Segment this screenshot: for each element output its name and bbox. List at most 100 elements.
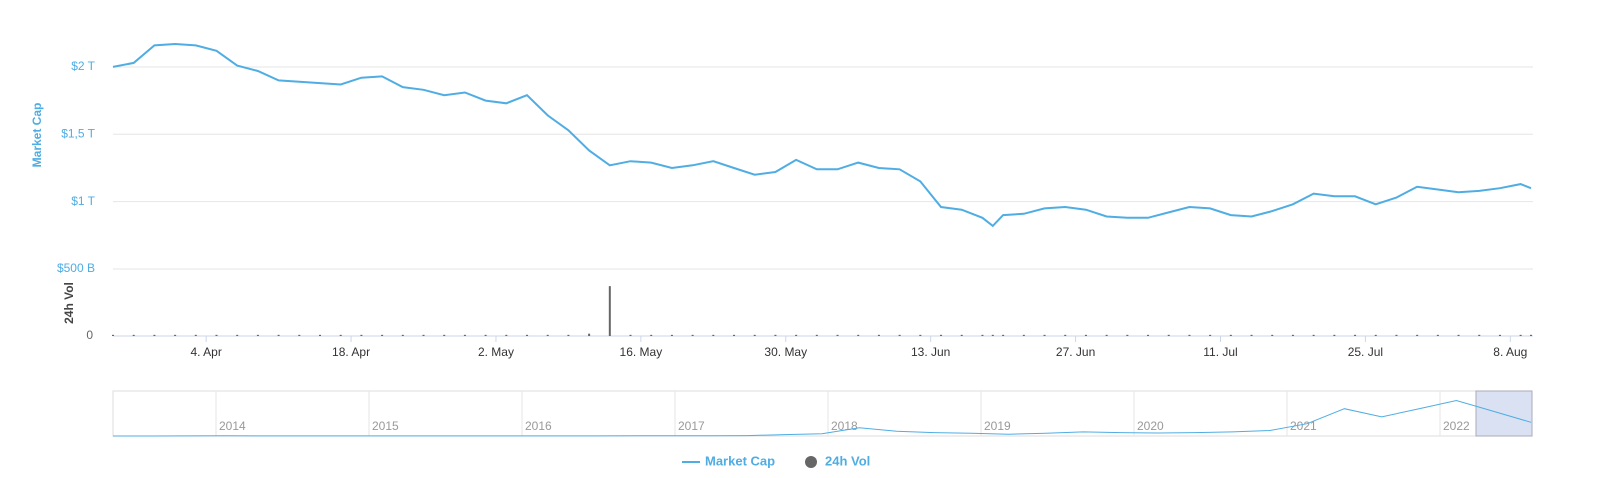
x-tick-label: 25. Jul — [1348, 345, 1383, 359]
volume-bar — [1022, 334, 1025, 336]
volume-bar — [940, 334, 943, 336]
x-tick-label: 13. Jun — [911, 345, 950, 359]
volume-bar — [1002, 334, 1005, 336]
volume-bar — [360, 334, 363, 336]
volume-bar — [298, 334, 301, 336]
volume-bar — [1519, 334, 1522, 336]
y-tick-label: $500 B — [57, 261, 95, 275]
volume-bar — [1291, 334, 1294, 336]
volume-bar — [422, 334, 425, 336]
legend-swatch — [805, 456, 817, 468]
navigator-label: 2020 — [1137, 419, 1164, 433]
volume-bar — [339, 334, 342, 336]
volume-bar — [1105, 334, 1108, 336]
legend-label: 24h Vol — [825, 453, 870, 468]
volume-bar — [629, 334, 632, 336]
volume-bar — [774, 334, 777, 336]
volume-bar — [795, 334, 798, 336]
volume-bar — [991, 334, 994, 336]
volume-bar — [1043, 334, 1046, 336]
x-tick-label: 30. May — [764, 345, 807, 359]
x-tick-label: 8. Aug — [1493, 345, 1527, 359]
navigator-label: 2019 — [984, 419, 1011, 433]
navigator-label: 2017 — [678, 419, 705, 433]
volume-bar — [733, 334, 736, 336]
volume-bar — [691, 334, 694, 336]
volume-bar — [1457, 334, 1460, 336]
x-tick-label: 16. May — [620, 345, 663, 359]
volume-bar — [960, 334, 963, 336]
volume-bar — [236, 334, 239, 336]
volume-bar — [1395, 334, 1398, 336]
volume-bar — [981, 334, 984, 336]
volume-bar — [898, 334, 901, 336]
volume-bar — [1126, 334, 1129, 336]
volume-bar — [712, 334, 715, 336]
volume-bar — [484, 334, 487, 336]
volume-bar — [670, 334, 673, 336]
volume-bar — [1188, 334, 1191, 336]
volume-bar — [1436, 334, 1439, 336]
volume-axis-title: 24h Vol — [62, 282, 76, 324]
y-tick-label: $1,5 T — [61, 126, 95, 140]
volume-bar — [1229, 334, 1232, 336]
volume-bar — [815, 334, 818, 336]
volume-bar — [526, 334, 529, 336]
x-tick-label: 18. Apr — [332, 345, 370, 359]
x-tick-label: 11. Jul — [1203, 345, 1237, 359]
volume-bar — [1167, 334, 1170, 336]
volume-bar — [1416, 334, 1419, 336]
volume-bar — [194, 334, 197, 336]
volume-bar — [877, 334, 880, 336]
volume-bar — [132, 334, 135, 336]
volume-bar — [608, 286, 611, 336]
volume-bar — [215, 334, 218, 336]
navigator-label: 2014 — [219, 419, 246, 433]
volume-bar — [112, 334, 114, 336]
volume-bar — [277, 334, 280, 336]
x-tick-label: 2. May — [478, 345, 514, 359]
volume-bar — [546, 334, 549, 336]
volume-bar — [1498, 334, 1501, 336]
volume-bar — [1209, 334, 1212, 336]
navigator-label: 2018 — [831, 419, 858, 433]
volume-bar — [650, 334, 653, 336]
volume-bar — [256, 334, 259, 336]
volume-bar — [463, 334, 466, 336]
volume-bar — [1271, 334, 1274, 336]
x-tick-label: 27. Jun — [1056, 345, 1095, 359]
volume-bar — [401, 334, 404, 336]
volume-bar — [1084, 334, 1087, 336]
y-tick-label: $1 T — [71, 194, 95, 208]
legend-label: Market Cap — [705, 453, 775, 468]
volume-bar — [1374, 334, 1377, 336]
y-tick-label: $2 T — [71, 59, 95, 73]
volume-bar — [505, 334, 508, 336]
navigator-label: 2015 — [372, 419, 399, 433]
volume-bar — [319, 334, 322, 336]
volume-bar — [1530, 334, 1532, 336]
volume-bar — [174, 334, 177, 336]
volume-tick-label: 0 — [86, 328, 93, 342]
x-tick-label: 4. Apr — [190, 345, 221, 359]
market-cap-line — [112, 42, 1532, 228]
volume-bar — [1250, 334, 1253, 336]
navigator-label: 2016 — [525, 419, 552, 433]
volume-bar — [919, 334, 922, 336]
volume-bar — [588, 333, 591, 336]
volume-bar — [1333, 334, 1336, 336]
volume-bar — [857, 334, 860, 336]
volume-bar — [753, 334, 756, 336]
navigator-line — [113, 399, 1532, 437]
volume-bar — [1064, 334, 1067, 336]
volume-bar — [1312, 334, 1315, 336]
volume-bar — [836, 334, 839, 336]
navigator-frame — [112, 390, 1533, 437]
volume-bar — [1147, 334, 1150, 336]
y-axis-title: Market Cap — [30, 103, 44, 168]
navigator-window[interactable] — [1475, 390, 1533, 437]
volume-bar — [567, 334, 570, 336]
volume-bar — [1354, 334, 1357, 336]
